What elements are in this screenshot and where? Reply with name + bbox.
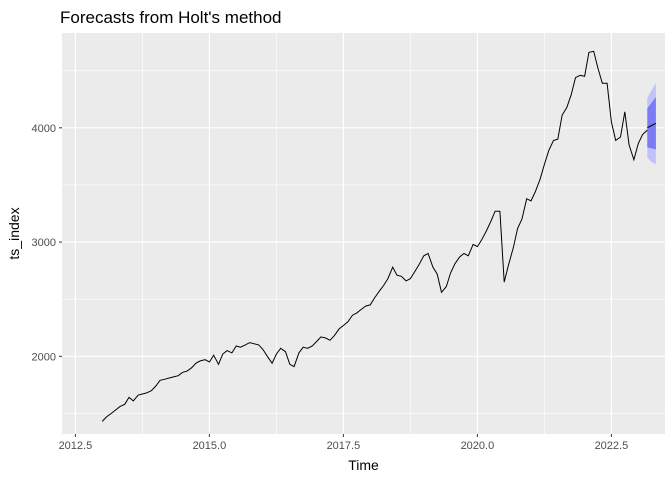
x-tick-label: 2017.5 [327,440,361,452]
x-axis-label: Time [348,457,379,473]
y-tick-label: 3000 [32,237,56,249]
x-axis-ticks: 2012.5 2015.0 2017.5 2020.0 2022.5 [59,434,629,452]
x-tick-label: 2012.5 [59,440,93,452]
interval-80-band [647,96,656,150]
prediction-intervals [647,83,656,165]
forecast-line [647,122,657,129]
y-axis-ticks: 2000 3000 4000 [32,123,62,363]
plot-panel [62,33,665,434]
x-tick-label: 2022.5 [595,440,629,452]
y-tick-label: 4000 [32,123,56,135]
x-tick-label: 2015.0 [193,440,227,452]
chart-title: Forecasts from Holt's method [60,8,281,27]
series-line [101,50,648,422]
major-gridlines [62,33,665,434]
minor-gridlines [62,33,665,434]
y-tick-label: 2000 [32,351,56,363]
x-tick-label: 2020.0 [461,440,495,452]
y-axis-label: ts_index [6,207,22,259]
